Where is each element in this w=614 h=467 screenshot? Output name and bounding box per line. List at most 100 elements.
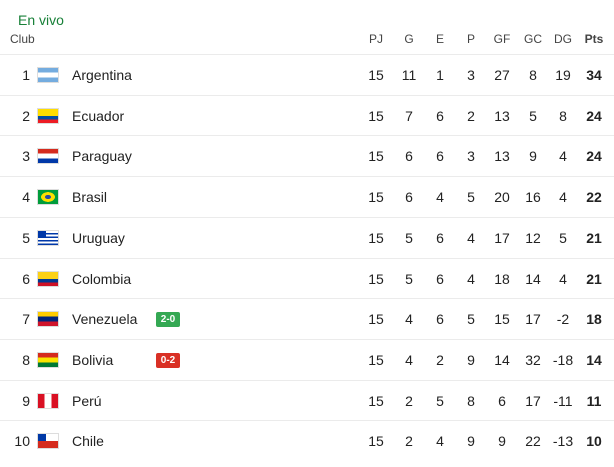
stat-cell: 14 <box>525 270 541 287</box>
stat-cell: 18 <box>586 311 602 328</box>
stat-cell: 15 <box>368 107 384 124</box>
team-flag <box>38 352 58 367</box>
stat-cell: 18 <box>494 270 510 287</box>
stat-cell: 2 <box>405 433 413 450</box>
position: 1 <box>22 67 30 83</box>
team-name: Perú <box>72 392 102 409</box>
stat-cell: 6 <box>405 148 413 165</box>
team-name: Venezuela <box>72 311 138 328</box>
stat-cell: -13 <box>552 433 574 450</box>
stat-cell: 5 <box>467 189 475 206</box>
stat-cell: -18 <box>552 351 574 368</box>
table-row: 2 Ecuador 15 7 6 2 13 5 8 24 <box>0 94 614 136</box>
team-flag <box>38 312 58 327</box>
stat-cell: 6 <box>436 148 444 165</box>
position: 10 <box>14 433 30 450</box>
team-flag <box>38 230 58 245</box>
stat-cell: 7 <box>405 107 413 124</box>
stat-cell: 15 <box>368 67 384 83</box>
stat-cell: 3 <box>467 67 475 83</box>
stat-cell: 6 <box>436 311 444 328</box>
table-row: 4 Brasil 15 6 4 5 20 16 4 22 <box>0 176 614 217</box>
position: 7 <box>22 311 30 328</box>
position: 9 <box>22 392 30 409</box>
position: 3 <box>22 148 30 165</box>
team-flag <box>38 393 58 408</box>
stat-cell: 32 <box>525 351 541 368</box>
stat-cell: 2 <box>405 392 413 409</box>
stat-cell: 6 <box>498 392 506 409</box>
stat-cell: 8 <box>529 67 537 83</box>
stat-cell: 11 <box>401 67 417 83</box>
stat-cell: 21 <box>586 270 602 287</box>
stat-cell: 17 <box>494 229 510 246</box>
stat-cell: -11 <box>553 392 573 409</box>
stat-cell: 15 <box>368 189 384 206</box>
stat-cell: 1 <box>436 67 444 83</box>
stat-cell: 4 <box>436 189 444 206</box>
team-flag <box>38 68 58 82</box>
stat-cell: 13 <box>494 148 510 165</box>
stat-cell: 12 <box>525 229 541 246</box>
stat-cell: 9 <box>467 433 475 450</box>
stat-cell: 5 <box>405 270 413 287</box>
table-row: 1 Argentina 15 11 1 3 27 8 19 34 <box>0 54 614 95</box>
team-flag <box>38 190 58 205</box>
stat-cell: 2 <box>436 351 444 368</box>
team-flag <box>38 271 58 286</box>
column-header: E <box>435 32 444 46</box>
position: 2 <box>22 107 30 124</box>
column-header: GF <box>493 32 511 46</box>
team-name: Brasil <box>72 189 108 206</box>
position: 6 <box>22 270 30 287</box>
team-name: Colombia <box>72 270 132 287</box>
stat-cell: 3 <box>467 148 475 165</box>
stat-cell: 15 <box>368 148 384 165</box>
team-flag <box>38 149 58 164</box>
team-flag <box>38 434 58 449</box>
stat-cell: 21 <box>586 229 602 246</box>
stat-cell: 4 <box>467 229 475 246</box>
table-row: 5 Uruguay 15 5 6 4 17 12 5 21 <box>0 216 614 258</box>
stat-cell: 6 <box>436 270 444 287</box>
team-name: Chile <box>72 433 104 450</box>
stat-cell: 5 <box>529 107 537 124</box>
stat-cell: 14 <box>586 351 602 368</box>
stat-cell: 27 <box>494 67 510 83</box>
stat-cell: 9 <box>498 433 506 450</box>
stat-cell: 6 <box>405 189 413 206</box>
table-row: 3 Paraguay 15 6 6 3 13 9 4 24 <box>0 135 614 176</box>
stat-cell: 4 <box>467 270 475 287</box>
stat-cell: 6 <box>436 107 444 124</box>
stat-cell: 4 <box>559 148 567 165</box>
stat-cell: 13 <box>494 107 510 124</box>
stat-cell: 15 <box>494 311 510 328</box>
stat-cell: 5 <box>436 392 444 409</box>
stat-cell: 5 <box>559 229 567 246</box>
stat-cell: 2 <box>467 107 475 124</box>
stat-cell: 9 <box>529 148 537 165</box>
stat-cell: 24 <box>586 107 602 124</box>
live-label: En vivo <box>18 12 64 28</box>
stat-cell: 17 <box>525 311 541 328</box>
stat-cell: 17 <box>525 392 541 409</box>
stat-cell: 24 <box>586 148 602 165</box>
stat-cell: 4 <box>405 311 413 328</box>
stat-cell: 15 <box>368 392 384 409</box>
stat-cell: 15 <box>368 270 384 287</box>
team-name: Uruguay <box>72 229 125 246</box>
position: 4 <box>22 189 30 206</box>
stat-cell: 8 <box>559 107 567 124</box>
stat-cell: 15 <box>368 351 384 368</box>
stat-cell: 16 <box>525 189 541 206</box>
stat-cell: 4 <box>405 351 413 368</box>
live-score: 0-2 <box>156 352 180 368</box>
position: 8 <box>22 351 30 368</box>
stat-cell: 20 <box>494 189 510 206</box>
stat-cell: 6 <box>436 229 444 246</box>
column-header: G <box>404 32 414 46</box>
column-header: DG <box>554 32 572 46</box>
stat-cell: 11 <box>586 392 602 409</box>
live-score: 2-0 <box>156 312 180 328</box>
